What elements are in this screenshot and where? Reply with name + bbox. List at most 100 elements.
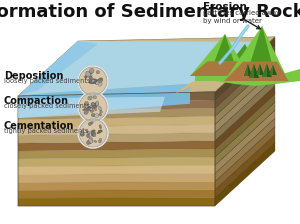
Ellipse shape (88, 106, 91, 109)
Circle shape (79, 67, 107, 95)
Ellipse shape (92, 131, 95, 136)
Ellipse shape (94, 114, 99, 117)
Polygon shape (214, 34, 234, 61)
Text: Formation of Sedimentary Rocks: Formation of Sedimentary Rocks (0, 3, 300, 21)
Polygon shape (223, 62, 260, 72)
Ellipse shape (91, 78, 94, 83)
Polygon shape (195, 69, 300, 86)
Polygon shape (18, 84, 190, 118)
Text: loosely packed sediments: loosely packed sediments (4, 78, 91, 84)
Ellipse shape (86, 107, 92, 111)
Polygon shape (215, 69, 275, 133)
Polygon shape (18, 198, 215, 206)
Polygon shape (249, 64, 259, 78)
Polygon shape (18, 157, 215, 167)
Ellipse shape (99, 125, 101, 129)
Ellipse shape (88, 96, 92, 100)
Ellipse shape (91, 131, 95, 133)
Circle shape (77, 65, 109, 97)
Polygon shape (18, 181, 215, 190)
Circle shape (79, 119, 107, 147)
Polygon shape (215, 135, 275, 198)
Ellipse shape (98, 79, 102, 83)
Ellipse shape (94, 79, 99, 84)
Ellipse shape (94, 140, 97, 142)
Polygon shape (215, 37, 275, 100)
Ellipse shape (89, 80, 94, 84)
Polygon shape (262, 64, 267, 77)
Ellipse shape (91, 131, 94, 135)
Polygon shape (262, 64, 272, 77)
Ellipse shape (92, 133, 95, 136)
Ellipse shape (88, 75, 92, 80)
Ellipse shape (84, 110, 88, 114)
Ellipse shape (89, 68, 94, 73)
Polygon shape (223, 44, 260, 72)
Polygon shape (18, 97, 165, 118)
Polygon shape (256, 64, 264, 75)
Polygon shape (250, 26, 272, 62)
Polygon shape (18, 173, 215, 182)
Polygon shape (18, 41, 265, 96)
Ellipse shape (88, 122, 91, 126)
Ellipse shape (91, 79, 95, 83)
Text: tightly packed sediments: tightly packed sediments (4, 128, 88, 134)
Polygon shape (249, 64, 254, 78)
Ellipse shape (85, 101, 89, 106)
Ellipse shape (98, 78, 103, 82)
Polygon shape (215, 61, 275, 124)
Ellipse shape (91, 130, 95, 133)
Ellipse shape (88, 140, 92, 144)
Ellipse shape (94, 107, 97, 111)
Ellipse shape (96, 80, 100, 85)
Ellipse shape (99, 113, 101, 116)
Text: Compaction: Compaction (4, 96, 69, 106)
Ellipse shape (98, 130, 102, 133)
Polygon shape (18, 116, 215, 127)
Ellipse shape (84, 75, 87, 78)
Polygon shape (215, 118, 275, 181)
Ellipse shape (86, 140, 90, 144)
Ellipse shape (94, 106, 96, 109)
Polygon shape (215, 78, 275, 141)
Ellipse shape (94, 105, 97, 108)
Polygon shape (215, 127, 275, 190)
Polygon shape (18, 37, 275, 96)
Circle shape (77, 91, 109, 123)
Text: Deposition: Deposition (4, 71, 63, 81)
Ellipse shape (90, 70, 93, 74)
Polygon shape (18, 124, 215, 135)
Polygon shape (18, 141, 215, 151)
Ellipse shape (91, 130, 95, 134)
Ellipse shape (89, 137, 92, 142)
Ellipse shape (94, 102, 98, 106)
Polygon shape (244, 64, 252, 76)
Ellipse shape (89, 79, 96, 83)
Ellipse shape (93, 133, 96, 136)
Ellipse shape (92, 131, 95, 136)
Polygon shape (18, 108, 215, 120)
Polygon shape (269, 65, 273, 75)
Ellipse shape (85, 71, 91, 77)
Ellipse shape (96, 101, 99, 106)
Ellipse shape (91, 121, 93, 124)
Polygon shape (18, 133, 215, 143)
Polygon shape (18, 165, 215, 174)
Ellipse shape (99, 138, 101, 143)
Polygon shape (215, 102, 275, 165)
Ellipse shape (91, 105, 94, 108)
Polygon shape (244, 64, 248, 76)
Polygon shape (215, 143, 275, 206)
Ellipse shape (88, 71, 92, 76)
Polygon shape (175, 56, 249, 94)
Ellipse shape (87, 132, 90, 134)
Text: Cementation: Cementation (4, 121, 74, 131)
Ellipse shape (91, 103, 94, 105)
Ellipse shape (98, 82, 102, 86)
Text: particles carried away
by wind or water: particles carried away by wind or water (203, 10, 280, 24)
Polygon shape (215, 53, 275, 116)
Polygon shape (18, 92, 215, 104)
Polygon shape (238, 44, 250, 62)
Ellipse shape (88, 139, 92, 143)
Polygon shape (18, 149, 215, 159)
